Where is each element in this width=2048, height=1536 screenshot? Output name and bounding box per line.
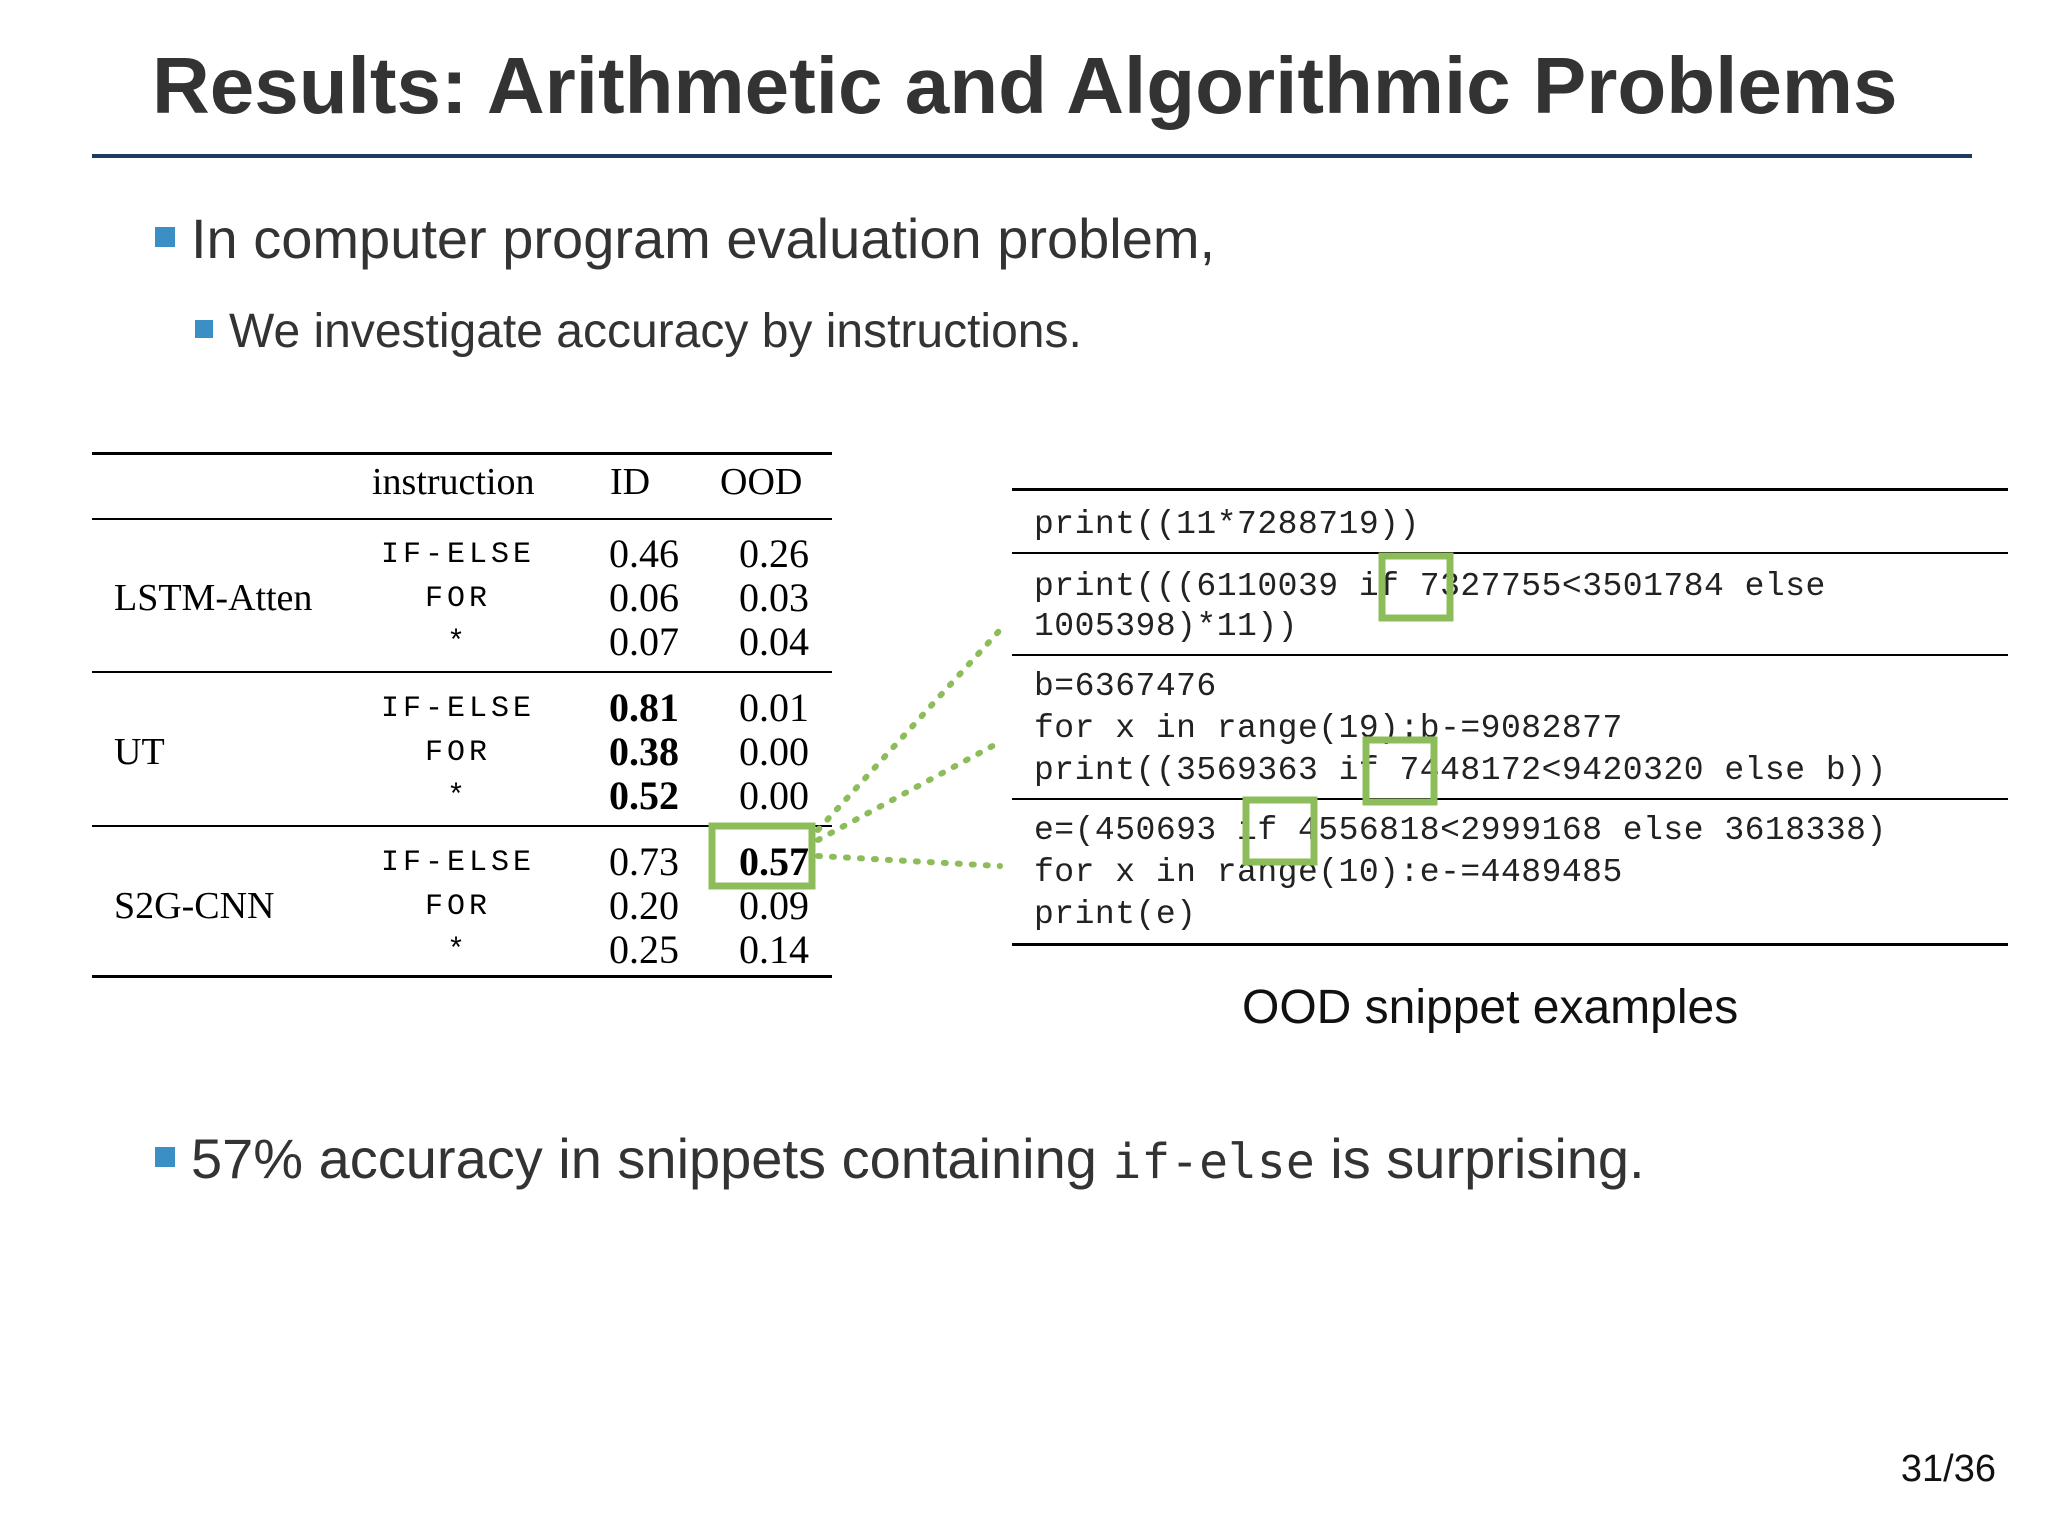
header-instruction: instruction: [372, 461, 535, 503]
snippet-divider: [1012, 798, 2008, 800]
connector-dots: [815, 739, 1003, 843]
table-group-rule: [92, 825, 832, 827]
results-table: instruction ID OOD LSTM-Atten IF-ELSE FO…: [92, 452, 832, 978]
slide-title: Results: Arithmetic and Algorithmic Prob…: [152, 41, 1898, 130]
model-name: LSTM-Atten: [114, 577, 313, 619]
id-accuracy: 0.20: [609, 883, 679, 928]
bullet-text: We investigate accuracy by instructions.: [229, 305, 1082, 358]
instruction-cell: IF-ELSE: [380, 692, 536, 726]
snippet-2-line: 1005398)*11)): [1034, 608, 1298, 645]
header-id: ID: [610, 461, 651, 503]
id-accuracy-best: 0.38: [609, 729, 679, 774]
snippet-divider: [1012, 552, 2008, 554]
snippet-4-line: for x in range(10):e-=4489485: [1034, 854, 1623, 891]
ood-accuracy: 0.04: [739, 619, 809, 664]
snippet-3-line: print((3569363 if 7448172<9420320 else b…: [1034, 752, 1887, 789]
ood-accuracy: 0.26: [739, 531, 809, 576]
id-accuracy: 0.25: [609, 927, 679, 972]
instruction-cell: *: [446, 626, 469, 660]
snippet-2-line: print(((6110039 if 7327755<3501784 else: [1034, 568, 1826, 605]
snippet-caption: OOD snippet examples: [1242, 981, 1739, 1034]
if-keyword: if: [1358, 568, 1400, 605]
table-group-rule: [92, 671, 832, 673]
connector-dots: [815, 627, 1003, 833]
snippet-top-rule: [1012, 488, 2008, 491]
ood-accuracy: 0.01: [739, 685, 809, 730]
subbullet-accuracy-by-instruction: We investigate accuracy by instructions.: [195, 304, 1082, 359]
id-accuracy: 0.73: [609, 839, 679, 884]
header-ood: OOD: [720, 461, 803, 503]
snippet-3-line: for x in range(19):b-=9082877: [1034, 710, 1623, 747]
if-else-code: if-else: [1112, 1134, 1315, 1190]
instruction-cell: IF-ELSE: [380, 538, 536, 572]
table-bottom-rule: [92, 975, 832, 978]
if-keyword: if: [1237, 812, 1278, 849]
instruction-cell: FOR: [424, 736, 491, 770]
page-number: 31/36: [1900, 1448, 1996, 1490]
ood-accuracy: 0.09: [739, 883, 809, 928]
ood-snippet-examples: print((11*7288719)) print(((6110039 if 7…: [1012, 488, 2008, 948]
snippet-1-line: print((11*7288719)): [1034, 506, 1420, 543]
if-keyword: if: [1338, 752, 1380, 789]
ood-accuracy: 0.14: [739, 927, 809, 972]
snippet-4-line: print(e): [1034, 896, 1197, 933]
ood-accuracy: 0.00: [739, 773, 809, 818]
square-bullet-icon: [155, 1147, 175, 1168]
bullet-text-post: is surprising.: [1314, 1127, 1645, 1190]
snippet-bottom-rule: [1012, 943, 2008, 946]
id-accuracy: 0.07: [609, 619, 679, 664]
instruction-cell: IF-ELSE: [380, 846, 536, 880]
square-bullet-icon: [155, 227, 175, 248]
ood-accuracy-best: 0.57: [739, 839, 809, 884]
instruction-cell: FOR: [424, 582, 491, 616]
bullet-text-pre: 57% accuracy in snippets containing: [191, 1127, 1113, 1190]
square-bullet-icon: [195, 320, 213, 339]
connector-dots: [815, 853, 1003, 869]
model-name: S2G-CNN: [114, 885, 275, 927]
bullet-program-evaluation: In computer program evaluation problem,: [155, 206, 1215, 271]
title-divider: [92, 154, 1972, 158]
instruction-cell: *: [446, 780, 469, 814]
id-accuracy-best: 0.52: [609, 773, 679, 818]
snippet-3-line: b=6367476: [1034, 668, 1217, 705]
table-header-rule: [92, 518, 832, 520]
snippet-divider: [1012, 654, 2008, 656]
snippet-4-line: e=(450693 if 4556818<2999168 else 361833…: [1034, 812, 1887, 849]
id-accuracy: 0.46: [609, 531, 679, 576]
ood-accuracy: 0.00: [739, 729, 809, 774]
id-accuracy-best: 0.81: [609, 685, 679, 730]
instruction-cell: FOR: [424, 890, 491, 924]
id-accuracy: 0.06: [609, 575, 679, 620]
table-top-rule: [92, 452, 832, 455]
model-name: UT: [114, 731, 165, 773]
ood-accuracy: 0.03: [739, 575, 809, 620]
bullet-text: In computer program evaluation problem,: [191, 207, 1216, 270]
bullet-conclusion: 57% accuracy in snippets containing if-e…: [155, 1126, 1645, 1191]
instruction-cell: *: [446, 934, 469, 968]
